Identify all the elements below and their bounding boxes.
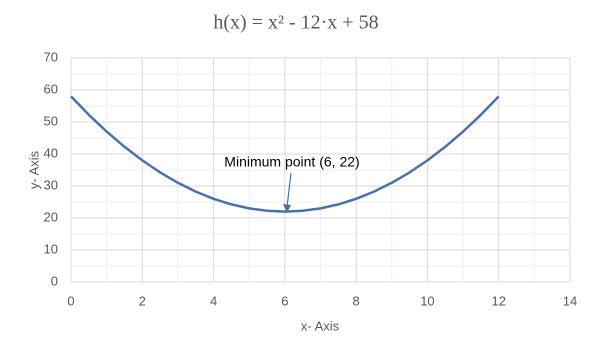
annotation-arrowhead xyxy=(283,204,291,213)
grid: 0 10 20 30 40 50 60 70 0 2 4 6 8 10 12 14 xyxy=(44,49,578,308)
annotation: Minimum point (6, 22) xyxy=(224,154,359,170)
y-tick-label: 30 xyxy=(44,177,58,192)
y-tick-label: 0 xyxy=(51,273,58,288)
y-tick-label: 50 xyxy=(44,113,58,128)
x-tick-label: 12 xyxy=(491,293,505,308)
y-tick-label: 20 xyxy=(44,209,58,224)
x-tick-label: 8 xyxy=(353,293,360,308)
y-axis-label: y- Axis xyxy=(26,150,41,189)
x-tick-label: 4 xyxy=(210,293,217,308)
x-tick-label: 0 xyxy=(67,293,74,308)
y-tick-label: 10 xyxy=(44,241,58,256)
y-tick-label: 40 xyxy=(44,145,58,160)
y-tick-label: 70 xyxy=(44,49,58,64)
chart-title: h(x) = x² - 12·x + 58 xyxy=(213,12,378,34)
data-line xyxy=(70,95,500,213)
marks xyxy=(70,95,500,213)
x-tick-label: 2 xyxy=(139,293,146,308)
x-tick-label: 10 xyxy=(420,293,434,308)
y-tick-label: 60 xyxy=(44,81,58,96)
x-tick-label: 6 xyxy=(281,293,288,308)
x-axis-label: x- Axis xyxy=(301,318,340,333)
annotation-arrow xyxy=(286,172,292,208)
x-tick-label: 14 xyxy=(563,293,577,308)
